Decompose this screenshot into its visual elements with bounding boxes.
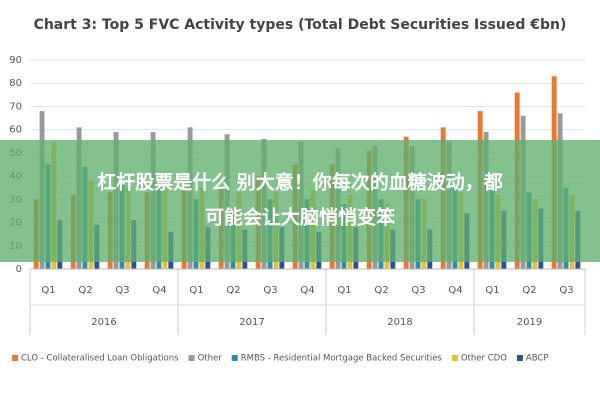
x-tick-label: Q3 <box>263 285 277 296</box>
x-tick-label: Q4 <box>300 285 314 296</box>
x-tick-label: Q2 <box>374 285 388 296</box>
x-tick-label: Q3 <box>411 285 425 296</box>
x-tick-label: Q2 <box>78 285 92 296</box>
y-tick-label: 90 <box>9 55 22 66</box>
x-tick-label: Q1 <box>189 285 203 296</box>
legend-label: CLO - Collateralised Loan Obligations <box>21 354 179 364</box>
x-tick-label: Q1 <box>337 285 351 296</box>
x-group-label: 2018 <box>387 317 412 328</box>
banner-text: 可能会让大脑悄悄变笨 <box>205 206 395 229</box>
chart-title: Chart 3: Top 5 FVC Activity types (Total… <box>34 17 567 33</box>
legend-label: RMBS - Residential Mortgage Backed Secur… <box>241 354 443 364</box>
x-tick-label: Q4 <box>448 285 462 296</box>
x-group-label: 2016 <box>91 317 116 328</box>
x-tick-label: Q3 <box>115 285 129 296</box>
legend-swatch <box>12 355 18 361</box>
x-tick-label: Q3 <box>559 285 573 296</box>
y-tick-label: 0 <box>16 264 22 275</box>
x-tick-label: Q4 <box>152 285 166 296</box>
y-tick-label: 60 <box>9 125 22 136</box>
x-tick-label: Q1 <box>485 285 499 296</box>
x-tick-label: Q2 <box>226 285 240 296</box>
x-tick-label: Q2 <box>522 285 536 296</box>
legend-swatch <box>451 355 458 361</box>
legend-swatch <box>231 355 238 361</box>
x-group-label: 2019 <box>517 317 542 328</box>
x-group-label: 2017 <box>239 317 264 328</box>
banner <box>0 140 600 262</box>
y-tick-label: 70 <box>9 101 22 112</box>
legend-swatch <box>516 355 523 361</box>
x-tick-label: Q1 <box>41 285 55 296</box>
legend-label: Other <box>198 354 223 364</box>
legend-label: ABCP <box>526 354 549 364</box>
y-tick-label: 80 <box>9 78 22 89</box>
legend-label: Other CDO <box>461 354 507 364</box>
banner-text: 杠杆股票是什么 别大意！你每次的血糖波动，都 <box>97 171 503 194</box>
legend-swatch <box>188 355 195 361</box>
